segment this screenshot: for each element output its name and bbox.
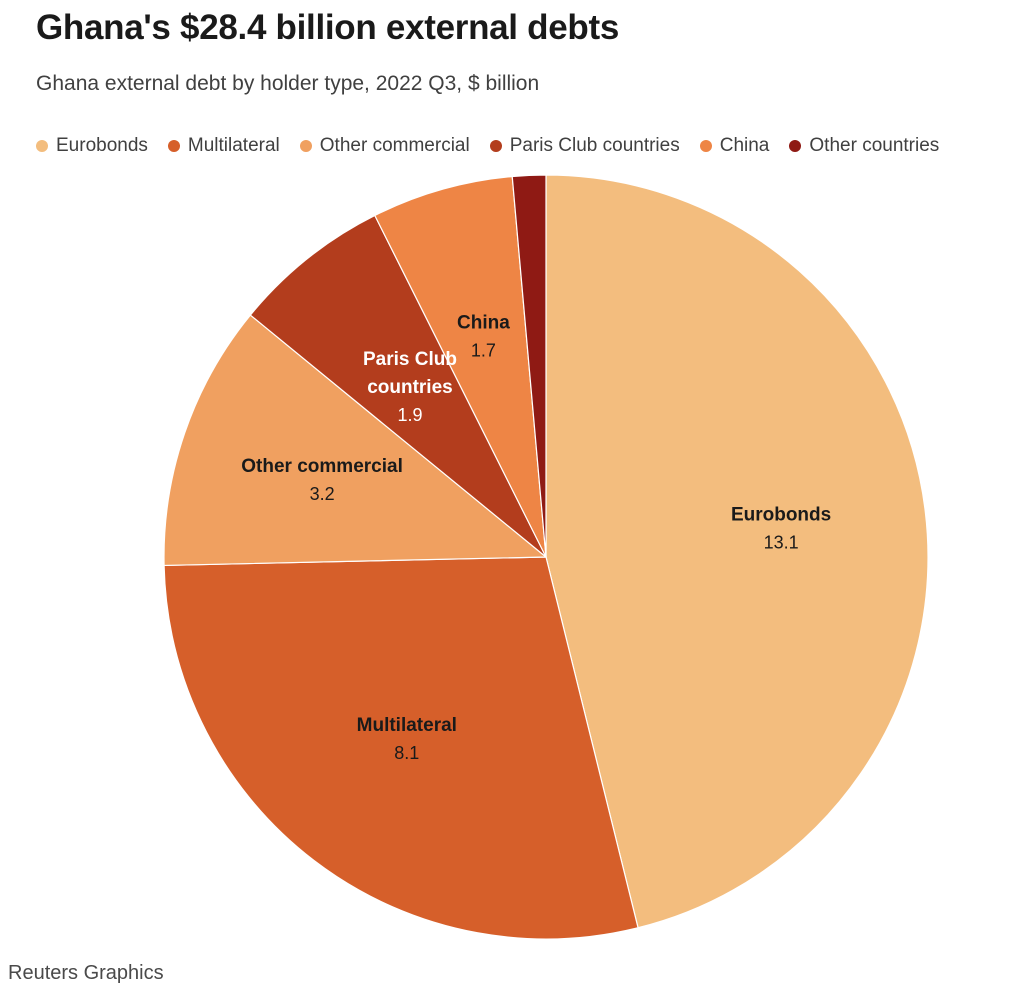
legend-label: Other countries	[809, 135, 940, 156]
pie-slice-paris-club-countries	[249, 214, 547, 558]
legend-swatch	[299, 140, 312, 152]
pie-slice-other-countries	[511, 174, 547, 558]
slice-name-label: China	[457, 313, 510, 334]
legend-label: China	[719, 135, 770, 156]
legend-label: Eurobonds	[56, 135, 148, 156]
slice-label: Other commercial 3.2	[241, 456, 403, 504]
slice-value-label: 1.7	[471, 341, 496, 361]
chart-subtitle: Ghana external debt by holder type, 2022…	[36, 72, 540, 95]
legend-swatch	[789, 140, 802, 152]
source-credit: Reuters Graphics	[8, 962, 164, 984]
slice-name-label: Paris Club	[363, 349, 457, 370]
legend-item: Paris Club countries	[489, 135, 680, 157]
slice-label: Paris Club countries 1.9	[363, 349, 457, 425]
chart-title: Ghana's $28.4 billion external debts	[36, 8, 620, 47]
slice-value-label: 13.1	[764, 532, 799, 552]
slice-label: China 1.7	[457, 313, 510, 361]
legend-label: Paris Club countries	[509, 135, 680, 156]
legend-item: Multilateral	[167, 135, 280, 157]
legend-swatch	[699, 140, 712, 152]
legend-item: Other countries	[789, 135, 939, 157]
legend-swatch	[489, 140, 502, 152]
slice-value-label: 1.9	[397, 405, 422, 425]
slice-name-label: Multilateral	[357, 715, 457, 736]
pie-slice-china	[374, 175, 547, 558]
slice-value-label: 3.2	[310, 484, 335, 504]
legend-label: Multilateral	[187, 135, 280, 156]
slice-value-label: 8.1	[394, 743, 419, 763]
legend-item: Other commercial	[299, 135, 470, 157]
slice-name-label: Eurobonds	[731, 504, 831, 525]
slice-label: Multilateral 8.1	[357, 715, 457, 763]
pie-slice-eurobonds	[545, 174, 929, 929]
legend-swatch	[167, 140, 180, 152]
legend-label: Other commercial	[319, 135, 470, 156]
legend-swatch	[36, 140, 48, 152]
slice-label: Eurobonds 13.1	[731, 504, 831, 552]
pie-slice-multilateral	[163, 556, 639, 940]
legend-item: China	[699, 135, 770, 157]
slice-name-label: countries	[367, 377, 453, 398]
legend-item: Eurobonds	[36, 135, 148, 157]
pie-slice-other-commercial	[163, 314, 547, 567]
legend: Eurobonds Multilateral Other commercial Par…	[36, 134, 1016, 158]
slice-name-label: Other commercial	[241, 456, 403, 477]
